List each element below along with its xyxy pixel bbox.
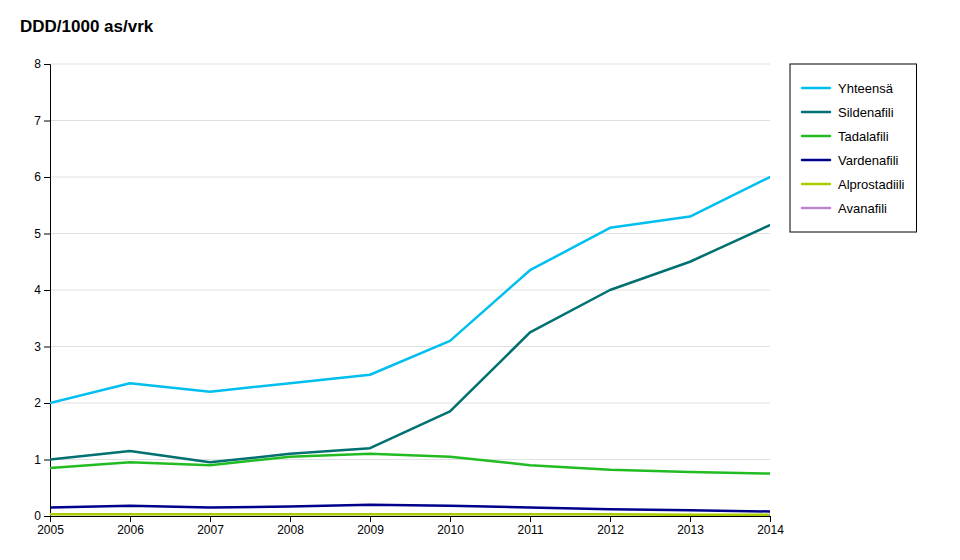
x-tick-mark	[530, 516, 531, 522]
y-tick-mark	[44, 290, 50, 291]
x-tick-mark	[610, 516, 611, 522]
y-tick-label: 8	[34, 57, 41, 71]
legend-item: Tadalafili	[802, 129, 889, 144]
grid	[50, 64, 770, 516]
y-tick-mark	[44, 460, 50, 461]
legend-item: Avanafili	[802, 201, 887, 216]
series-line	[50, 454, 770, 474]
legend-swatch	[802, 135, 830, 138]
grid-line	[50, 120, 770, 121]
x-tick-label: 2012	[597, 523, 624, 537]
y-axis-line	[44, 65, 51, 517]
y-tick-mark	[44, 64, 50, 65]
x-tick: 2009	[357, 516, 384, 537]
lines	[50, 177, 770, 515]
y-tick: 1	[34, 453, 50, 467]
x-tick: 2014	[757, 516, 784, 537]
y-tick: 3	[34, 340, 50, 354]
x-tick: 2011	[518, 516, 544, 537]
y-tick-mark	[44, 177, 50, 178]
grid-line	[50, 346, 770, 347]
y-tick-label: 7	[34, 114, 41, 128]
y-tick: 7	[34, 114, 50, 128]
x-tick-label: 2007	[197, 523, 224, 537]
y-tick-label: 2	[34, 396, 41, 410]
legend-swatch	[802, 183, 830, 186]
x-tick: 2006	[117, 516, 144, 537]
legend-swatch	[802, 87, 830, 90]
legend-label: Vardenafili	[838, 153, 899, 168]
grid-line	[50, 403, 770, 404]
legend-frame	[790, 64, 916, 232]
legend-item: Alprostadiili	[802, 177, 905, 192]
legend-label: Tadalafili	[838, 129, 889, 144]
x-tick-label: 2013	[677, 523, 704, 537]
x-tick: 2012	[597, 516, 624, 537]
y-tick: 4	[34, 283, 50, 297]
legend-label: Avanafili	[838, 201, 887, 216]
legend-swatch	[802, 207, 830, 210]
y-tick: 0	[34, 509, 50, 523]
y-tick-mark	[44, 234, 50, 235]
chart-container: 2005200620072008200920102011201220132014…	[0, 0, 960, 560]
x-tick-label: 2010	[437, 523, 464, 537]
x-tick-mark	[450, 516, 451, 522]
y-tick: 5	[34, 227, 50, 241]
y-tick-label: 1	[34, 453, 41, 467]
grid-line	[50, 233, 770, 234]
y-axis: 0 1 2 3 4 5 6 7 8	[34, 57, 50, 523]
title: DDD/1000 as/vrk	[20, 17, 154, 36]
legend-label: Sildenafili	[838, 105, 894, 120]
legend-item: Vardenafili	[802, 153, 899, 168]
y-tick-mark	[44, 516, 50, 517]
x-tick-label: 2014	[757, 523, 784, 537]
legend: Yhteensä Sildenafili Tadalafili Vardenafili…	[790, 64, 916, 232]
y-tick-label: 4	[34, 283, 41, 297]
legend-label: Yhteensä	[838, 81, 894, 96]
x-tick: 2008	[277, 516, 304, 537]
y-tick: 6	[34, 170, 50, 184]
x-tick: 2007	[197, 516, 224, 537]
legend-item: Yhteensä	[802, 81, 894, 96]
x-tick-mark	[770, 516, 771, 522]
x-tick-label: 2005	[37, 523, 64, 537]
grid-line	[50, 290, 770, 291]
x-tick-mark	[370, 516, 371, 522]
y-tick-label: 3	[34, 340, 41, 354]
x-tick: 2010	[437, 516, 464, 537]
x-tick: 2005	[37, 516, 64, 537]
series-line	[50, 505, 770, 512]
y-tick: 8	[34, 57, 50, 71]
y-tick-mark	[44, 121, 50, 122]
x-axis-line	[51, 517, 771, 523]
x-tick-mark	[210, 516, 211, 522]
x-tick-mark	[290, 516, 291, 522]
grid-line	[50, 64, 770, 65]
x-tick-mark	[130, 516, 131, 522]
legend-swatch	[802, 111, 830, 114]
series-line	[50, 225, 770, 462]
series-line	[50, 177, 770, 403]
x-tick-label: 2006	[117, 523, 144, 537]
legend-swatch	[802, 159, 830, 162]
legend-item: Sildenafili	[802, 105, 894, 120]
x-tick-mark	[690, 516, 691, 522]
y-tick-label: 6	[34, 170, 41, 184]
series-line	[50, 513, 770, 516]
y-tick-mark	[44, 403, 50, 404]
x-tick: 2013	[677, 516, 704, 537]
x-tick-label: 2011	[518, 523, 544, 537]
grid-line	[50, 177, 770, 178]
grid-line	[50, 459, 770, 460]
chart-svg: 2005200620072008200920102011201220132014…	[0, 0, 960, 560]
y-tick: 2	[34, 396, 50, 410]
x-tick-label: 2008	[277, 523, 304, 537]
y-tick-mark	[44, 347, 50, 348]
y-tick-label: 0	[34, 509, 41, 523]
x-tick-label: 2009	[357, 523, 384, 537]
y-tick-label: 5	[34, 227, 41, 241]
x-axis: 2005 2006 2007 2008 2009 2010 2011 2012 2013 2014	[37, 516, 784, 537]
legend-label: Alprostadiili	[838, 177, 905, 192]
